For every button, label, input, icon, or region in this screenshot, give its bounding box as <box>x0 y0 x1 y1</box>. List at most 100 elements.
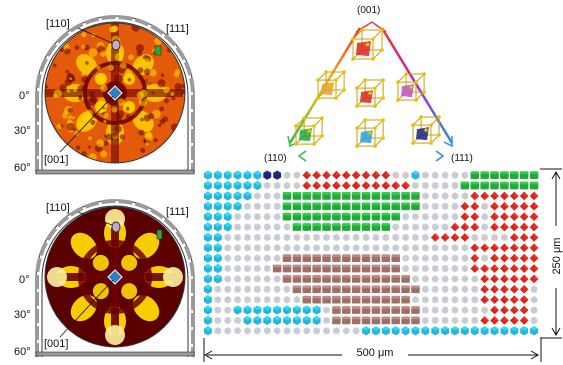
grain-cell-gray <box>224 254 232 262</box>
texture-speckle <box>138 129 145 136</box>
grain-cell-gray <box>243 327 251 335</box>
texture-speckle <box>140 117 144 122</box>
grain-cell-gray <box>224 285 232 293</box>
grain-cell-gray <box>273 275 281 283</box>
grain-cell-cyan <box>480 326 489 336</box>
grain-cell-red <box>322 181 331 190</box>
grain-cell-gray <box>273 223 281 231</box>
grain-cell-red <box>470 253 480 263</box>
grain-cell-cyan <box>213 201 222 211</box>
grain-cell-gray <box>234 327 242 335</box>
grain-cell-brown <box>401 285 410 294</box>
grain-cell-gray <box>263 244 271 252</box>
grain-cell-gray <box>451 244 459 252</box>
grain-cell-red <box>391 181 401 190</box>
grain-cell-brown <box>292 254 302 263</box>
texture-speckle <box>112 132 118 138</box>
grain-cell-gray <box>273 213 281 221</box>
ipf-label-110: (110) <box>264 153 287 164</box>
texture-speckle <box>153 138 158 143</box>
grain-cell-red <box>509 295 519 305</box>
texture-speckle <box>174 83 183 91</box>
grain-cell-red <box>490 222 499 232</box>
grain-cell-brown <box>302 285 312 294</box>
grain-cell-gray <box>421 202 429 210</box>
grain-cell-red <box>509 305 519 315</box>
grain-cell-gray <box>441 213 449 221</box>
grain-cell-green <box>411 202 420 211</box>
texture-speckle <box>75 145 81 150</box>
grain-cell-gray <box>253 213 261 221</box>
grain-cell-cyan <box>263 315 272 325</box>
grain-cell-gray <box>441 275 449 283</box>
texture-speckle <box>64 78 72 86</box>
texture-speckle <box>65 69 70 74</box>
grain-cell-cyan <box>243 170 252 180</box>
grain-cell-red <box>529 253 539 263</box>
grain-cell-cyan <box>371 326 380 336</box>
grain-cell-cyan <box>203 315 212 325</box>
grain-cell-green <box>391 212 400 221</box>
grain-cell-gray <box>263 327 271 335</box>
grain-cell-gray <box>471 316 479 324</box>
grain-cell-brown <box>322 285 331 294</box>
grain-cell-gray <box>451 171 459 179</box>
grain-cell-gray <box>441 192 449 200</box>
ipf-arrowhead-bottom-left <box>297 150 307 162</box>
grain-cell-gray <box>253 202 261 210</box>
grain-cell-red <box>490 191 499 201</box>
grain-cell-gray <box>313 233 321 241</box>
texture-speckle <box>73 88 77 93</box>
grain-cell-gray <box>303 327 311 335</box>
grain-cell-red <box>519 222 529 232</box>
grain-cell-green <box>351 202 361 211</box>
grain-cell-green <box>322 192 331 200</box>
texture-inner-lobe <box>121 254 138 271</box>
grain-cell-green <box>292 223 302 231</box>
grain-cell-red <box>519 212 529 222</box>
grain-cell-gray <box>323 306 331 314</box>
grain-cell-gray <box>392 171 400 179</box>
grain-cell-green <box>312 223 321 231</box>
texture-speckle <box>114 52 123 61</box>
texture-speckle <box>108 98 115 106</box>
grain-cell-gray <box>402 223 410 231</box>
grain-cell-gray <box>461 275 469 283</box>
grain-cell-cyan <box>203 191 212 201</box>
grain-cell-brown <box>361 316 371 325</box>
grain-cell-gray <box>224 327 232 335</box>
grain-cell-gray <box>303 233 311 241</box>
grain-cell-brown <box>302 254 312 263</box>
grain-cell-brown <box>312 264 321 273</box>
grain-cell-gray <box>411 254 419 262</box>
grain-cell-gray <box>461 171 469 179</box>
texture-speckle <box>53 63 57 68</box>
texture-speckle <box>105 133 113 141</box>
texture-speckle <box>100 150 108 158</box>
grain-cell-green <box>342 202 351 211</box>
grain-cell-gray <box>224 306 232 314</box>
grain-cell-red <box>500 222 509 232</box>
grain-cell-brown <box>351 264 361 273</box>
grain-cell-red <box>480 284 489 294</box>
grain-cell-green <box>391 202 400 211</box>
grain-cell-cyan <box>233 181 242 191</box>
ipf-arrowhead-bottom-right <box>435 150 445 162</box>
grain-cell-red <box>341 170 351 180</box>
grain-cell-red <box>509 222 519 232</box>
grain-cell-gray <box>243 285 251 293</box>
texture-speckle <box>88 124 93 129</box>
grain-cell-brown <box>332 306 341 314</box>
grain-cell-red <box>509 233 519 242</box>
grain-cell-gray <box>471 285 479 293</box>
grain-cell-gray <box>352 233 360 241</box>
grain-cell-brown <box>322 254 331 263</box>
grain-cell-brown <box>302 264 312 273</box>
grain-cell-cyan <box>223 181 232 191</box>
grain-cell-gray <box>530 306 538 314</box>
grain-cell-red <box>480 264 489 273</box>
grain-cell-gray <box>441 285 449 293</box>
grain-cell-brown <box>371 306 381 314</box>
grain-cell-cyan <box>213 264 222 274</box>
grain-cell-green <box>342 212 351 221</box>
